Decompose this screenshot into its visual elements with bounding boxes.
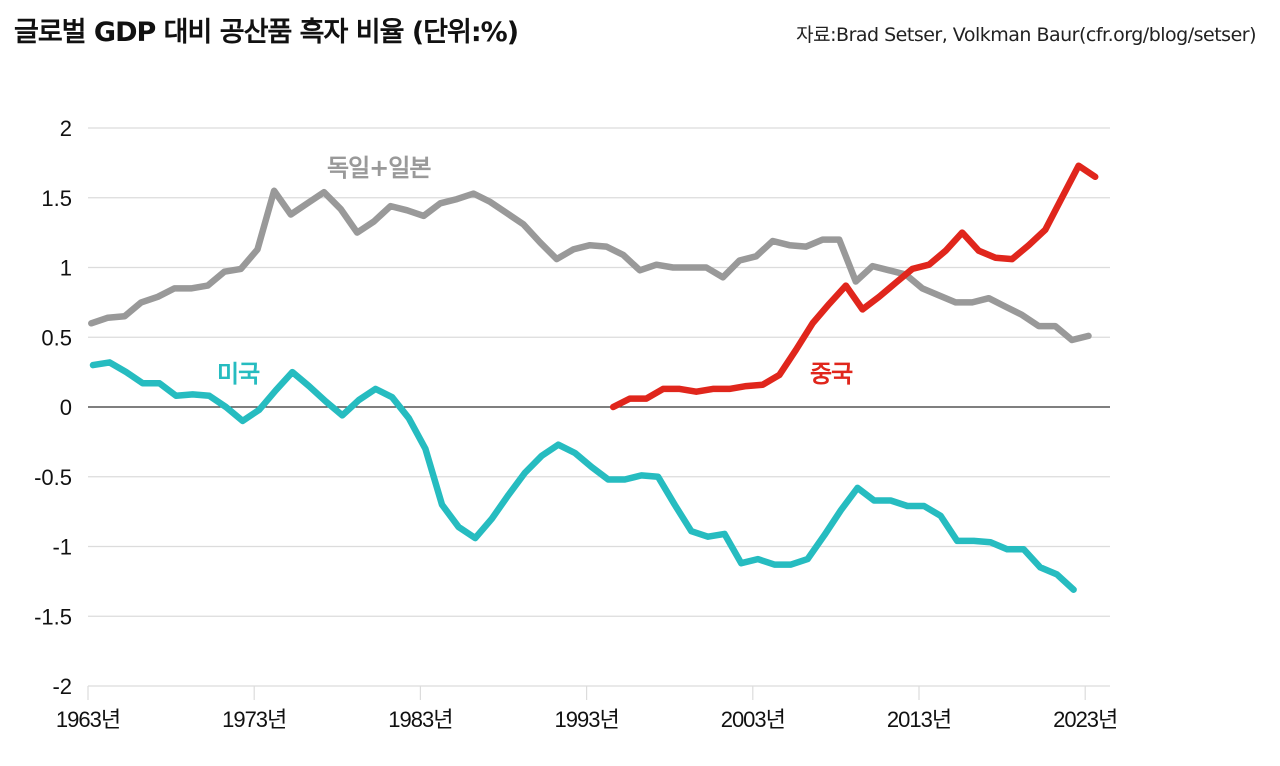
- y-tick-label: 2: [60, 116, 72, 141]
- x-tick-label: 2013년: [887, 707, 951, 732]
- y-tick-label: -1: [52, 535, 72, 560]
- x-axis: 1963년 1973년 1983년 1993년 2003년 2013년 2023년: [56, 686, 1118, 732]
- y-tick-label: 0: [60, 395, 72, 420]
- y-tick-label: 1.5: [41, 186, 72, 211]
- y-tick-label: -2: [52, 674, 72, 699]
- y-tick-label: 0.5: [41, 325, 72, 350]
- y-tick-label: 1: [60, 256, 72, 281]
- series-line-usa: [89, 359, 1077, 593]
- series-lines: [88, 162, 1099, 593]
- x-tick-label: 1993년: [555, 707, 619, 732]
- x-tick-label: 2003년: [721, 707, 785, 732]
- source-note: 자료:Brad Setser, Volkman Baur(cfr.org/blo…: [796, 24, 1256, 46]
- label-china: 중국: [810, 360, 853, 388]
- series-line-germany-japan: [88, 187, 1092, 344]
- y-axis-ticks: 2 1.5 1 0.5 0 -0.5 -1 -1.5 -2: [34, 116, 72, 699]
- series-line-china: [609, 162, 1099, 411]
- x-tick-label: 1973년: [222, 707, 286, 732]
- x-tick-label: 2023년: [1053, 707, 1117, 732]
- x-tick-label: 1983년: [388, 707, 452, 732]
- series-labels: 독일+일본 미국 중국: [217, 154, 854, 388]
- x-tick-label: 1963년: [56, 707, 120, 732]
- chart-title: 글로벌 GDP 대비 공산품 흑자 비율 (단위:%): [14, 17, 519, 48]
- label-usa: 미국: [217, 360, 260, 388]
- label-germany-japan: 독일+일본: [327, 154, 431, 182]
- y-tick-label: -0.5: [34, 465, 72, 490]
- y-tick-label: -1.5: [34, 604, 72, 629]
- grid-lines: [88, 127, 1110, 687]
